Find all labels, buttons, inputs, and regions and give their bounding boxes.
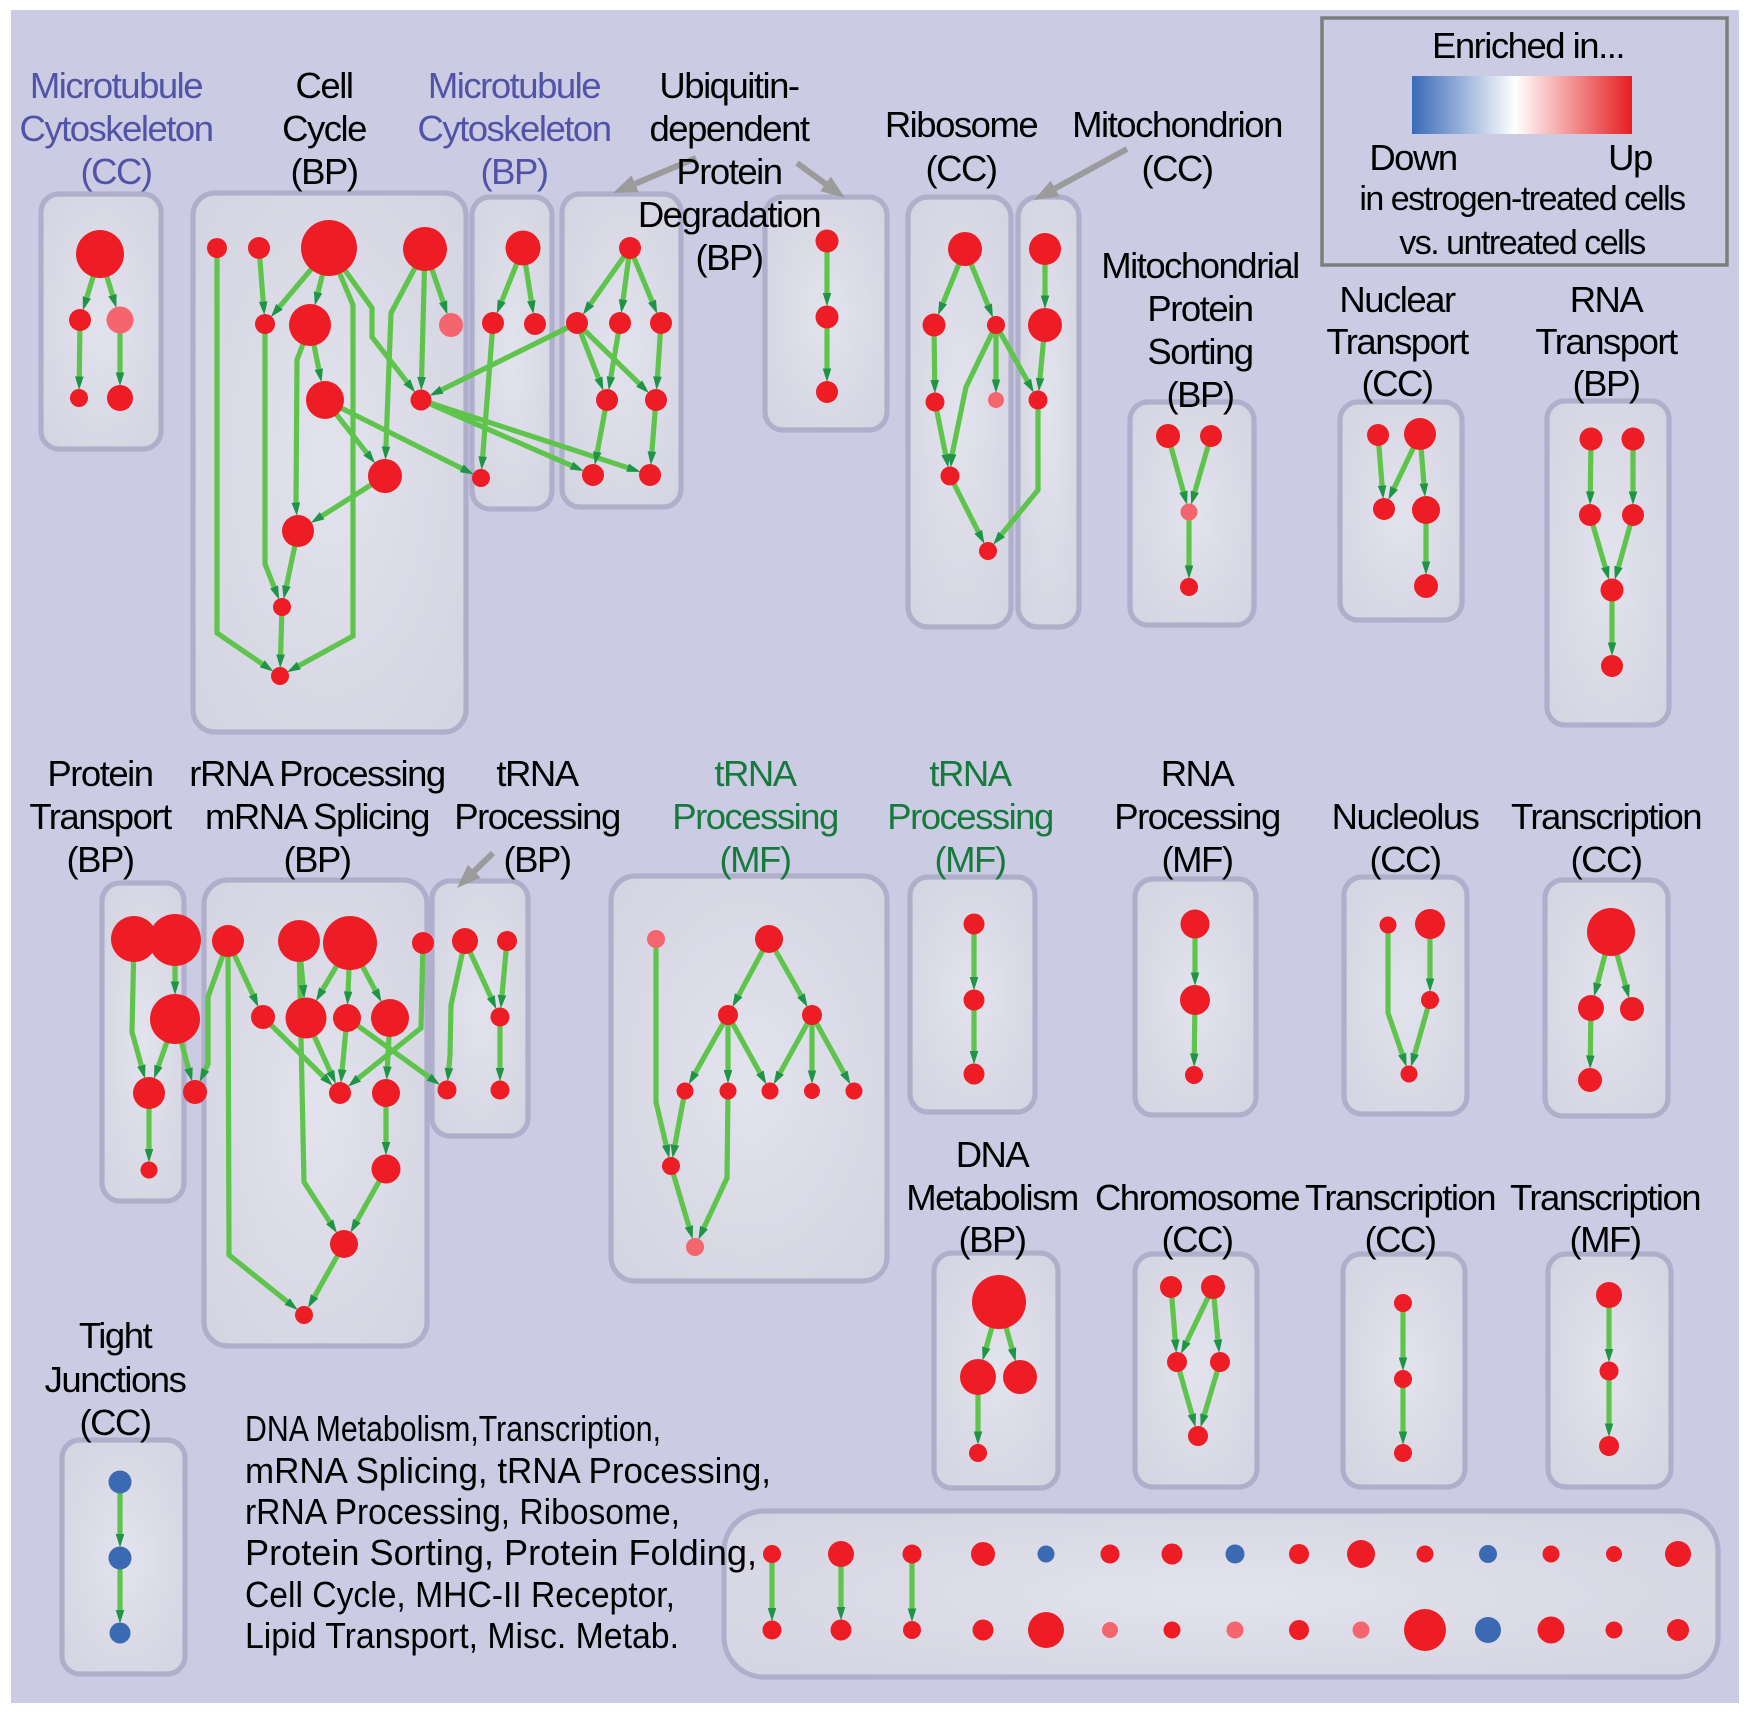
svg-text:Junctions: Junctions [45, 1359, 186, 1400]
svg-text:Nucleolus: Nucleolus [1332, 796, 1479, 837]
svg-text:Protein: Protein [1147, 288, 1252, 329]
svg-text:Cytoskeleton: Cytoskeleton [418, 108, 611, 149]
svg-text:Protein Sorting, Protein Foldi: Protein Sorting, Protein Folding, [245, 1532, 757, 1573]
svg-text:(BP): (BP) [696, 237, 763, 278]
svg-text:(MF): (MF) [719, 839, 790, 880]
svg-text:(CC): (CC) [79, 1402, 150, 1443]
svg-text:Ribosome: Ribosome [885, 104, 1038, 145]
svg-text:(BP): (BP) [1167, 374, 1234, 415]
svg-text:Processing: Processing [454, 796, 620, 837]
svg-text:Transport: Transport [29, 796, 172, 837]
svg-text:tRNA: tRNA [714, 753, 797, 794]
svg-text:(BP): (BP) [291, 151, 358, 192]
svg-text:in estrogen-treated cells: in estrogen-treated cells [1359, 180, 1685, 218]
svg-text:Transport: Transport [1535, 321, 1678, 362]
svg-text:(BP): (BP) [504, 839, 571, 880]
svg-text:Cytoskeleton: Cytoskeleton [20, 108, 213, 149]
svg-text:RNA: RNA [1570, 279, 1645, 320]
svg-text:tRNA: tRNA [496, 753, 579, 794]
svg-text:Transcription: Transcription [1510, 1177, 1700, 1218]
svg-text:(BP): (BP) [284, 839, 351, 880]
svg-text:(CC): (CC) [1570, 839, 1641, 880]
svg-text:mRNA Splicing, tRNA Processing: mRNA Splicing, tRNA Processing, [245, 1450, 771, 1491]
svg-text:(CC): (CC) [1161, 1219, 1232, 1260]
svg-text:(CC): (CC) [1361, 363, 1432, 404]
svg-text:(CC): (CC) [1141, 148, 1212, 189]
svg-text:Lipid Transport, Misc. Metab.: Lipid Transport, Misc. Metab. [245, 1615, 679, 1656]
svg-text:Microtubule: Microtubule [30, 65, 202, 106]
svg-text:Chromosome: Chromosome [1095, 1177, 1299, 1218]
svg-text:Transcription: Transcription [1511, 796, 1701, 837]
svg-text:vs. untreated cells: vs. untreated cells [1399, 224, 1645, 262]
svg-text:(CC): (CC) [925, 148, 996, 189]
svg-text:Cell Cycle, MHC-II Receptor,: Cell Cycle, MHC-II Receptor, [245, 1574, 675, 1615]
svg-text:Cycle: Cycle [282, 108, 366, 149]
svg-text:(MF): (MF) [1161, 839, 1232, 880]
svg-text:Metabolism: Metabolism [906, 1177, 1078, 1218]
svg-text:Up: Up [1608, 137, 1652, 178]
svg-text:rRNA Processing, Ribosome,: rRNA Processing, Ribosome, [245, 1491, 680, 1532]
svg-text:(BP): (BP) [1573, 363, 1640, 404]
svg-text:Cell: Cell [296, 65, 353, 106]
svg-text:(BP): (BP) [481, 151, 548, 192]
svg-text:Nuclear: Nuclear [1339, 279, 1456, 320]
svg-text:Processing: Processing [887, 796, 1053, 837]
svg-text:(MF): (MF) [1569, 1219, 1640, 1260]
svg-text:Transcription: Transcription [1305, 1177, 1495, 1218]
svg-text:(BP): (BP) [67, 839, 134, 880]
svg-text:(CC): (CC) [80, 151, 151, 192]
svg-text:Down: Down [1369, 137, 1456, 178]
svg-text:tRNA: tRNA [929, 753, 1012, 794]
svg-text:(MF): (MF) [934, 839, 1005, 880]
svg-text:Mitochondrion: Mitochondrion [1072, 104, 1282, 145]
svg-text:Processing: Processing [1114, 796, 1280, 837]
svg-text:Degradation: Degradation [638, 194, 820, 235]
svg-text:Transport: Transport [1326, 321, 1469, 362]
svg-text:Ubiquitin-: Ubiquitin- [659, 65, 799, 106]
svg-text:RNA: RNA [1161, 753, 1236, 794]
svg-text:(BP): (BP) [959, 1219, 1026, 1260]
svg-text:DNA: DNA [956, 1134, 1031, 1175]
svg-text:Mitochondrial: Mitochondrial [1101, 245, 1299, 286]
svg-text:Processing: Processing [672, 796, 838, 837]
svg-text:DNA Metabolism,Transcription,: DNA Metabolism,Transcription, [245, 1408, 661, 1449]
svg-text:Enriched in...: Enriched in... [1432, 25, 1624, 66]
svg-text:mRNA Splicing: mRNA Splicing [205, 796, 429, 837]
svg-text:Sorting: Sorting [1147, 331, 1252, 372]
svg-text:rRNA Processing: rRNA Processing [189, 753, 444, 794]
svg-text:(CC): (CC) [1364, 1219, 1435, 1260]
svg-text:dependent: dependent [649, 108, 809, 149]
svg-text:Protein: Protein [47, 753, 152, 794]
svg-text:Protein: Protein [676, 151, 781, 192]
svg-text:(CC): (CC) [1369, 839, 1440, 880]
svg-text:Microtubule: Microtubule [428, 65, 600, 106]
svg-text:Tight: Tight [79, 1315, 153, 1356]
